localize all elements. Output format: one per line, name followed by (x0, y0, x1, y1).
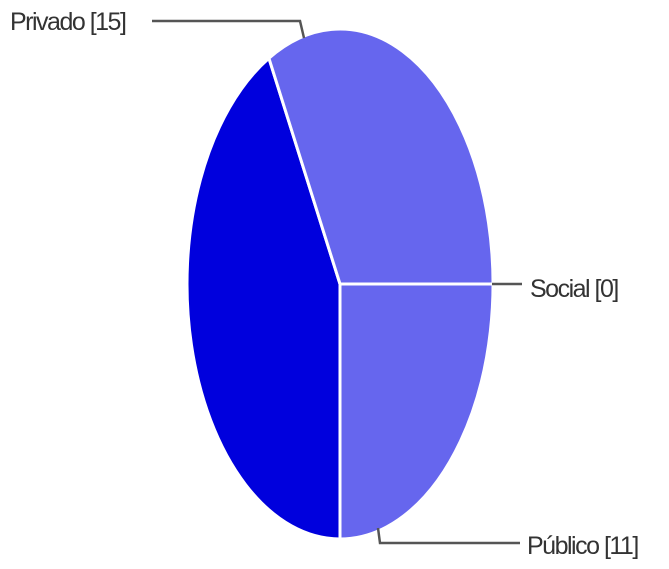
leader-line-publico (376, 527, 520, 545)
leader-line-privado (152, 19, 306, 39)
label-social: Social [0] (530, 275, 618, 303)
leader-lines (152, 19, 522, 545)
label-publico: Público [11] (527, 532, 638, 560)
pie-slices (185, 27, 495, 541)
pie-slice-publico (185, 56, 342, 541)
label-privado: Privado [15] (10, 8, 126, 36)
